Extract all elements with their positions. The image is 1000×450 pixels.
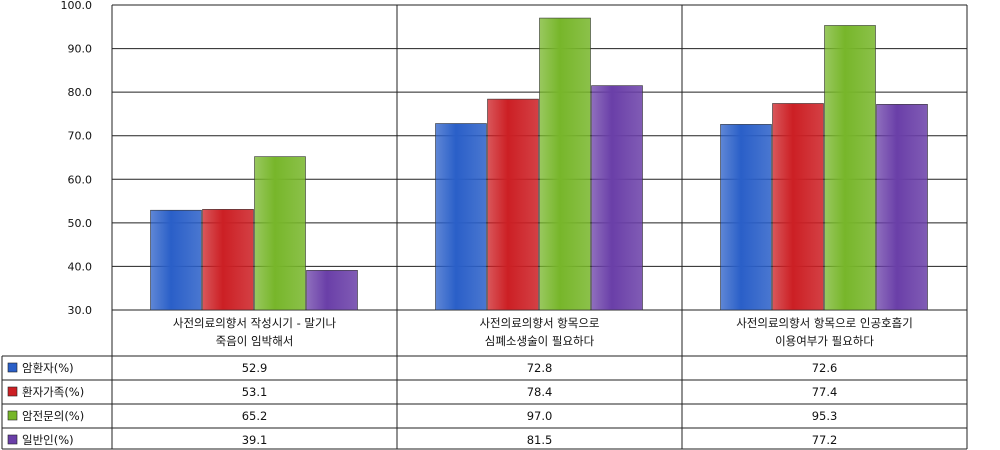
series-name: 암전문의(%) [22, 409, 84, 423]
y-tick-label: 80.0 [68, 86, 93, 99]
y-tick-label: 40.0 [68, 260, 93, 273]
data-cell: 52.9 [242, 361, 268, 375]
category-label: 사전의료의향서 항목으로 [479, 316, 599, 330]
data-cell: 53.1 [242, 385, 268, 399]
y-tick-label: 70.0 [68, 130, 93, 143]
data-cell: 39.1 [242, 433, 268, 447]
legend-swatch [7, 386, 18, 397]
legend-swatch [7, 410, 18, 421]
legend-swatch [7, 434, 18, 445]
y-tick-label: 90.0 [68, 43, 93, 56]
bar [202, 209, 254, 311]
series-name: 환자가족(%) [22, 385, 84, 399]
bar [254, 156, 306, 311]
data-cell: 81.5 [527, 433, 553, 447]
category-label: 이용여부가 필요하다 [775, 334, 874, 348]
category-label: 죽음이 임박해서 [216, 334, 294, 348]
data-cell: 97.0 [527, 409, 553, 423]
bar [876, 104, 928, 311]
data-cell: 77.2 [812, 433, 838, 447]
bar [720, 124, 772, 311]
data-cell: 65.2 [242, 409, 268, 423]
bar [150, 209, 202, 311]
category-label: 사전의료의향서 작성시기 - 말기나 [173, 316, 337, 330]
bar [772, 103, 824, 311]
bar [539, 17, 591, 311]
bar [591, 85, 643, 311]
legend-swatch [7, 362, 18, 373]
data-cell: 78.4 [527, 385, 553, 399]
data-cell: 77.4 [812, 385, 838, 399]
y-tick-label: 100.0 [61, 0, 93, 12]
y-axis-tick-labels: 30.0 40.0 50.0 60.0 70.0 80.0 90.0 100.0 [61, 0, 93, 317]
y-tick-label: 60.0 [68, 173, 93, 186]
series-name: 암환자(%) [22, 361, 74, 375]
series-name: 일반인(%) [22, 433, 74, 447]
y-tick-label: 30.0 [68, 304, 93, 317]
bars [150, 17, 928, 311]
data-cell: 72.8 [527, 361, 553, 375]
bar [306, 270, 358, 311]
data-cell: 95.3 [812, 409, 838, 423]
category-label: 심폐소생술이 필요하다 [485, 334, 595, 348]
bar [824, 25, 876, 311]
data-cell: 72.6 [812, 361, 838, 375]
bar [435, 123, 487, 311]
category-label: 사전의료의향서 항목으로 인공호흡기 [736, 316, 913, 330]
y-tick-label: 50.0 [68, 217, 93, 230]
bar [487, 98, 539, 311]
